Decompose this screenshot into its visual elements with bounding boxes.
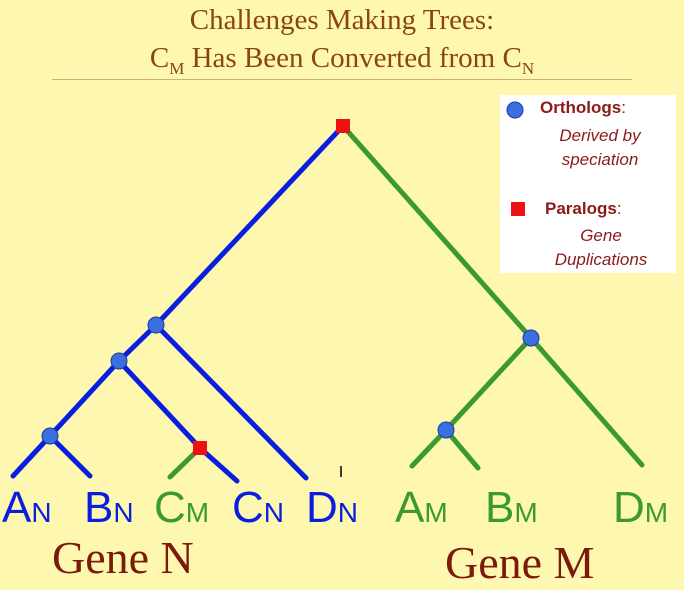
ortholog-legend-icon xyxy=(506,101,524,119)
branch-root-to-m xyxy=(340,123,534,341)
leaf-an: AN xyxy=(2,483,52,532)
paralog-node-root xyxy=(336,119,350,133)
title-divider xyxy=(52,79,632,80)
leaf-dn: DN xyxy=(306,483,359,532)
title-middle: Has Been Converted from C xyxy=(184,42,522,74)
paralog-legend-label: Paralogs: xyxy=(545,199,622,218)
legend-markers xyxy=(506,101,525,216)
leaf-cn: CN xyxy=(232,483,285,532)
leaf-bm: BM xyxy=(485,483,538,532)
legend: Orthologs: Derived by speciation Paralog… xyxy=(500,95,676,273)
ortholog-node-ab xyxy=(41,427,59,445)
title-c: C xyxy=(149,42,170,74)
title-sub-n: N xyxy=(521,59,535,78)
ortholog-node-m xyxy=(522,329,540,347)
ortholog-legend-desc: Derived by speciation xyxy=(559,126,641,169)
ortholog-node-n xyxy=(147,316,165,334)
branch-n-to-abc xyxy=(116,322,159,364)
ortholog-legend-label: Orthologs: xyxy=(540,98,626,117)
branch-to-ab xyxy=(47,358,122,439)
branch-to-abm xyxy=(443,335,534,433)
branch-to-an xyxy=(10,433,53,479)
paralog-legend-desc: Gene Duplications xyxy=(554,226,648,269)
paralog-node-conversion xyxy=(193,441,207,455)
leaf-dm: DM xyxy=(613,483,669,532)
branch-to-bn xyxy=(47,433,93,479)
title-line-1: Challenges Making Trees: xyxy=(189,4,495,36)
leaf-bn: BN xyxy=(84,483,134,532)
branch-to-c-dup xyxy=(116,358,203,451)
leaf-cm: CM xyxy=(154,483,210,532)
gene-m-label: Gene M xyxy=(445,537,595,588)
ortholog-node-abm xyxy=(437,421,455,439)
branch-root-to-n xyxy=(153,123,346,328)
branch-to-dm xyxy=(528,335,645,468)
branch-to-dn xyxy=(153,322,309,481)
gene-n-label: Gene N xyxy=(52,532,194,583)
title-line-2: CM Has Been Converted from CN xyxy=(0,41,684,79)
ortholog-node-abc xyxy=(110,352,128,370)
title-sub-m: M xyxy=(169,59,185,78)
paralog-legend-icon xyxy=(511,202,525,216)
leaf-am: AM xyxy=(395,483,448,532)
